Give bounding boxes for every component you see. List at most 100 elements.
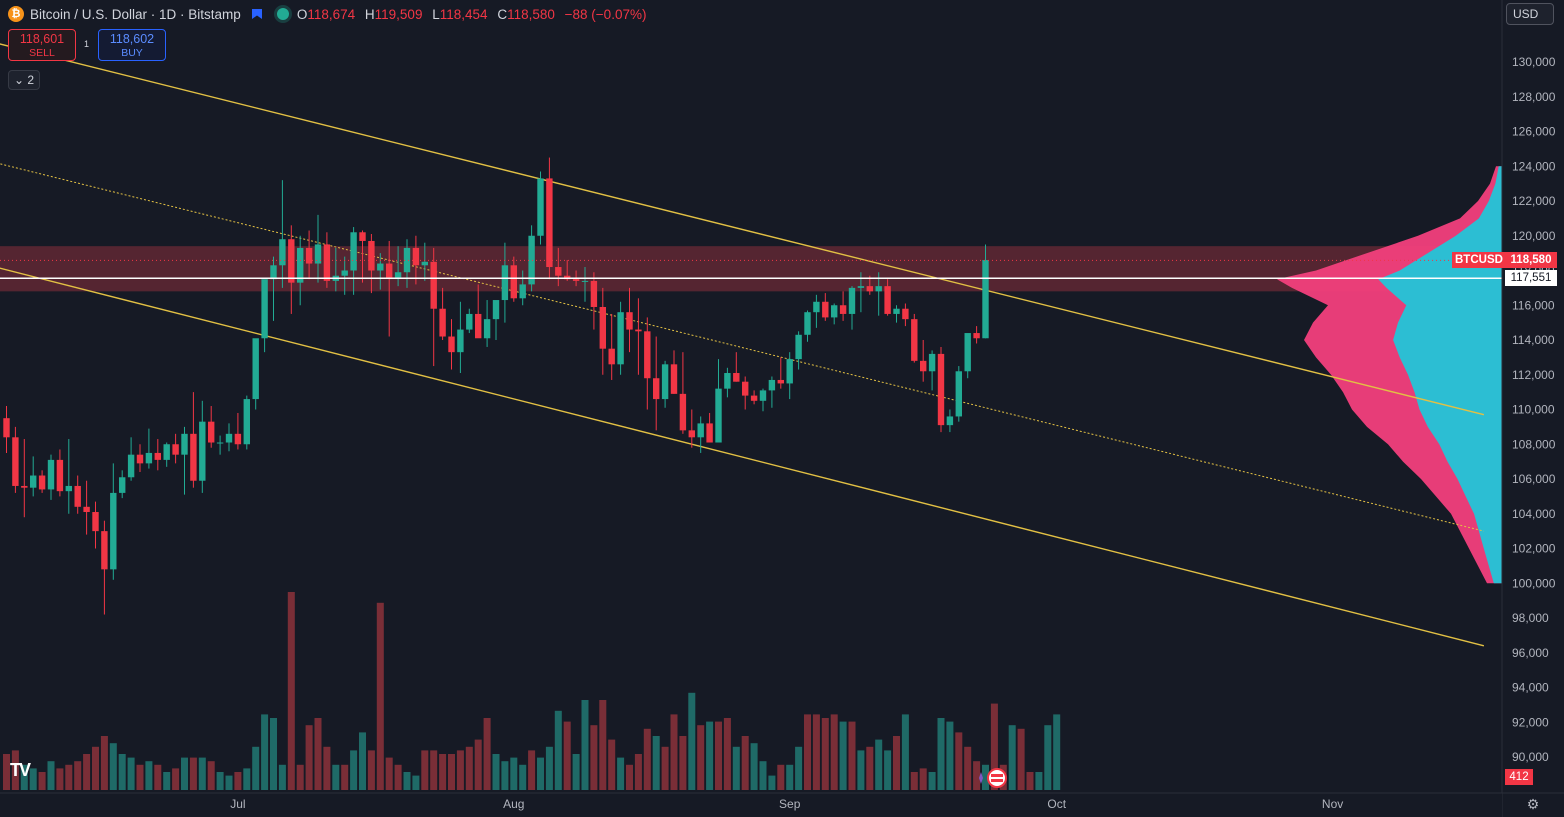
volume-bar xyxy=(590,725,598,790)
candle-body xyxy=(911,319,918,361)
volume-bar xyxy=(474,739,482,790)
candle-body xyxy=(964,333,971,372)
volume-bar xyxy=(225,775,233,790)
sell-button[interactable]: 118,601 SELL xyxy=(8,29,76,61)
candle-body xyxy=(30,475,37,488)
candles[interactable] xyxy=(3,157,989,615)
y-tick-label: 94,000 xyxy=(1512,681,1549,695)
chevron-down-icon: ⌄ xyxy=(13,73,25,87)
volume-bar xyxy=(136,764,144,790)
candle-body xyxy=(127,454,135,478)
candle-body xyxy=(848,287,856,314)
volume-bar xyxy=(145,761,153,790)
candle-body xyxy=(982,260,989,339)
candle-body xyxy=(261,279,268,339)
y-tick-label: 110,000 xyxy=(1512,403,1555,417)
y-tick-label: 90,000 xyxy=(1512,750,1549,764)
volume-bar xyxy=(109,743,117,790)
last-price-tag: 118,580 xyxy=(1505,252,1557,269)
volume-bar xyxy=(661,746,669,790)
symbol-title[interactable]: Bitcoin / U.S. Dollar · 1D · Bitstamp xyxy=(30,6,241,22)
volume-bar xyxy=(421,750,429,790)
candle-body xyxy=(617,312,624,365)
candle-body xyxy=(644,331,651,379)
candle-body xyxy=(759,390,767,401)
volume-bar xyxy=(910,772,918,790)
volume-bar xyxy=(750,743,758,790)
candle-body xyxy=(47,459,55,490)
volume-bar xyxy=(866,746,874,790)
indicators-toggle-button[interactable]: ⌄ 2 xyxy=(8,70,40,90)
candle-body xyxy=(136,454,144,464)
volume-bar xyxy=(1035,772,1043,790)
candle-body xyxy=(653,378,660,400)
volume-bar xyxy=(1017,728,1025,790)
ohlc-values: O118,674 H119,509 L118,454 C118,580 −88 … xyxy=(297,7,653,22)
y-tick-label: 126,000 xyxy=(1512,125,1556,139)
volume-bar xyxy=(56,768,64,790)
volume-bar xyxy=(973,761,981,790)
volume-bar xyxy=(821,718,829,790)
y-tick-label: 98,000 xyxy=(1512,611,1549,625)
candle-body xyxy=(920,360,927,372)
volume-bar xyxy=(786,764,794,790)
volume-bar xyxy=(875,739,883,790)
volume-bar xyxy=(839,721,847,790)
volume-bar xyxy=(545,746,553,790)
descending-channel[interactable] xyxy=(0,41,1485,647)
volume-bar xyxy=(946,721,954,790)
volume-bar xyxy=(376,602,384,790)
volume-tag: 412 xyxy=(1505,769,1533,785)
volume-bar xyxy=(537,757,544,790)
volume-bar xyxy=(456,750,464,790)
candle-body xyxy=(679,393,687,431)
candle-body xyxy=(742,381,749,396)
candle-body xyxy=(804,312,811,335)
bitcoin-icon: ₿ xyxy=(8,6,24,22)
time-axis[interactable] xyxy=(0,793,1502,817)
volume-bar xyxy=(394,764,402,790)
candle-body xyxy=(297,247,304,283)
candle-body xyxy=(475,313,482,339)
candle-body xyxy=(421,261,428,266)
volume-bar xyxy=(919,768,927,790)
candle-body xyxy=(937,353,945,426)
flag-icon[interactable] xyxy=(251,8,263,20)
volume-bar xyxy=(777,764,785,790)
candle-body xyxy=(350,232,357,271)
candle-body xyxy=(225,433,233,443)
volume-bar xyxy=(181,757,188,790)
volume-bar xyxy=(715,721,722,790)
volume-bar xyxy=(670,714,678,790)
candle-body xyxy=(3,418,10,438)
volume-bar xyxy=(510,757,518,790)
candle-body xyxy=(866,286,873,292)
volume-bar xyxy=(29,768,37,790)
candle-body xyxy=(564,275,571,280)
candle-body xyxy=(74,485,81,507)
candle-body xyxy=(697,423,704,438)
volume-bar xyxy=(599,700,607,790)
settings-gear-icon[interactable]: ⚙ xyxy=(1526,796,1540,812)
candle-body xyxy=(199,421,206,481)
tradingview-logo[interactable]: TV xyxy=(10,760,31,780)
candle-body xyxy=(715,388,722,443)
volume-bar xyxy=(501,761,509,790)
volume-bar xyxy=(38,772,46,790)
volume-bar xyxy=(172,768,180,790)
price-axis[interactable] xyxy=(1502,0,1564,817)
volume-bar xyxy=(65,764,73,790)
candle-body xyxy=(706,423,713,443)
volume-bar xyxy=(189,757,197,790)
ohlc-open: 118,674 xyxy=(307,6,356,22)
channel-upper-line xyxy=(0,43,1485,416)
candle-body xyxy=(510,265,517,299)
volume-bar xyxy=(305,725,313,790)
volume-bar xyxy=(901,714,909,790)
events-icon[interactable] xyxy=(975,768,1009,788)
y-tick-label: 112,000 xyxy=(1512,368,1555,382)
buy-button[interactable]: 118,602 BUY xyxy=(98,29,166,61)
candle-body xyxy=(439,308,446,337)
currency-selector[interactable]: USD xyxy=(1506,3,1554,25)
